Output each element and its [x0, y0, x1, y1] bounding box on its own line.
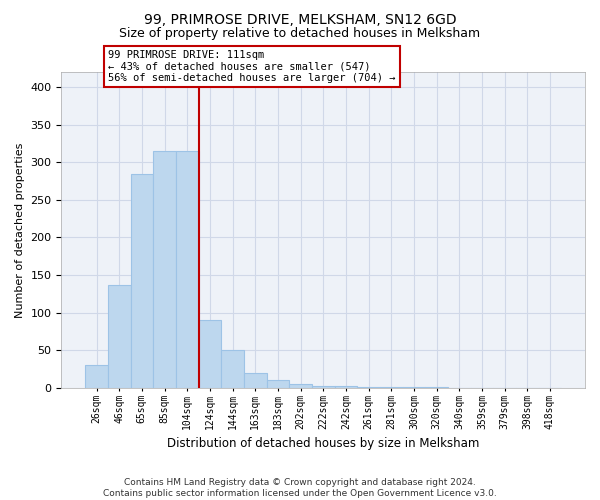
X-axis label: Distribution of detached houses by size in Melksham: Distribution of detached houses by size …	[167, 437, 479, 450]
Bar	[153, 151, 176, 388]
Y-axis label: Number of detached properties: Number of detached properties	[15, 142, 25, 318]
Text: 99, PRIMROSE DRIVE, MELKSHAM, SN12 6GD: 99, PRIMROSE DRIVE, MELKSHAM, SN12 6GD	[143, 12, 457, 26]
Bar	[199, 320, 221, 388]
Bar	[312, 386, 335, 388]
Bar	[357, 387, 380, 388]
Text: Contains HM Land Registry data © Crown copyright and database right 2024.
Contai: Contains HM Land Registry data © Crown c…	[103, 478, 497, 498]
Bar	[221, 350, 244, 388]
Bar	[403, 387, 425, 388]
Bar	[335, 386, 357, 388]
Bar	[108, 285, 131, 388]
Bar	[266, 380, 289, 388]
Bar	[244, 373, 266, 388]
Bar	[85, 366, 108, 388]
Bar	[131, 174, 153, 388]
Text: 99 PRIMROSE DRIVE: 111sqm
← 43% of detached houses are smaller (547)
56% of semi: 99 PRIMROSE DRIVE: 111sqm ← 43% of detac…	[108, 50, 395, 83]
Bar	[425, 387, 448, 388]
Bar	[176, 151, 199, 388]
Text: Size of property relative to detached houses in Melksham: Size of property relative to detached ho…	[119, 28, 481, 40]
Bar	[289, 384, 312, 388]
Bar	[380, 387, 403, 388]
